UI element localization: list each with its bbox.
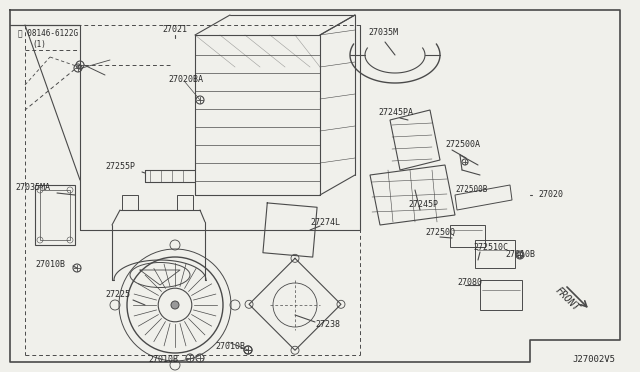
Text: 27245P: 27245P [408,200,438,209]
Text: (1): (1) [32,40,46,49]
Text: 27021: 27021 [163,25,188,34]
Text: 27035M: 27035M [368,28,398,37]
Text: 27255P: 27255P [105,162,135,171]
Text: 27250Q: 27250Q [425,228,455,237]
Bar [177,195,193,210]
Text: 27238: 27238 [315,320,340,329]
Text: FRONT: FRONT [553,285,581,313]
Text: Ⓑ 08146-6122G: Ⓑ 08146-6122G [18,28,78,37]
Bar [475,240,515,268]
Text: 27020BA: 27020BA [168,75,203,84]
Bar [122,195,138,210]
Text: 27035MA: 27035MA [15,183,50,192]
Text: 27080: 27080 [457,278,482,287]
Circle shape [171,301,179,309]
Bar [450,225,485,247]
Bar [40,190,70,240]
Text: 272510C: 272510C [473,243,508,252]
Text: 272500A: 272500A [445,140,480,149]
Bar [35,185,75,245]
Text: 272500B: 272500B [455,185,488,194]
Text: 27010B: 27010B [505,250,535,259]
Text: 27010B: 27010B [148,355,178,364]
Text: 27020: 27020 [538,190,563,199]
Text: 27225: 27225 [105,290,130,299]
Text: 27245PA: 27245PA [378,108,413,117]
Text: J27002V5: J27002V5 [572,355,615,364]
Bar [480,280,522,310]
Text: 27274L: 27274L [310,218,340,227]
Text: 27010B: 27010B [35,260,65,269]
Text: 27010B: 27010B [215,342,245,351]
